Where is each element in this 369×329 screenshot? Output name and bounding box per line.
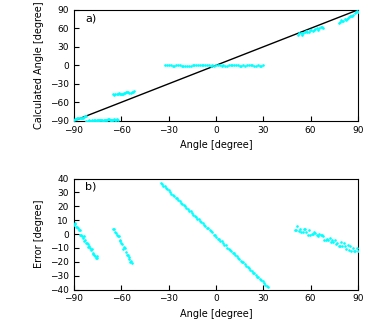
Y-axis label: Error [degree]: Error [degree] — [34, 200, 44, 268]
X-axis label: Angle [degree]: Angle [degree] — [180, 140, 252, 150]
Y-axis label: Calculated Angle [degree]: Calculated Angle [degree] — [34, 2, 44, 129]
Text: b): b) — [85, 182, 97, 192]
X-axis label: Angle [degree]: Angle [degree] — [180, 309, 252, 319]
Text: a): a) — [85, 13, 96, 23]
